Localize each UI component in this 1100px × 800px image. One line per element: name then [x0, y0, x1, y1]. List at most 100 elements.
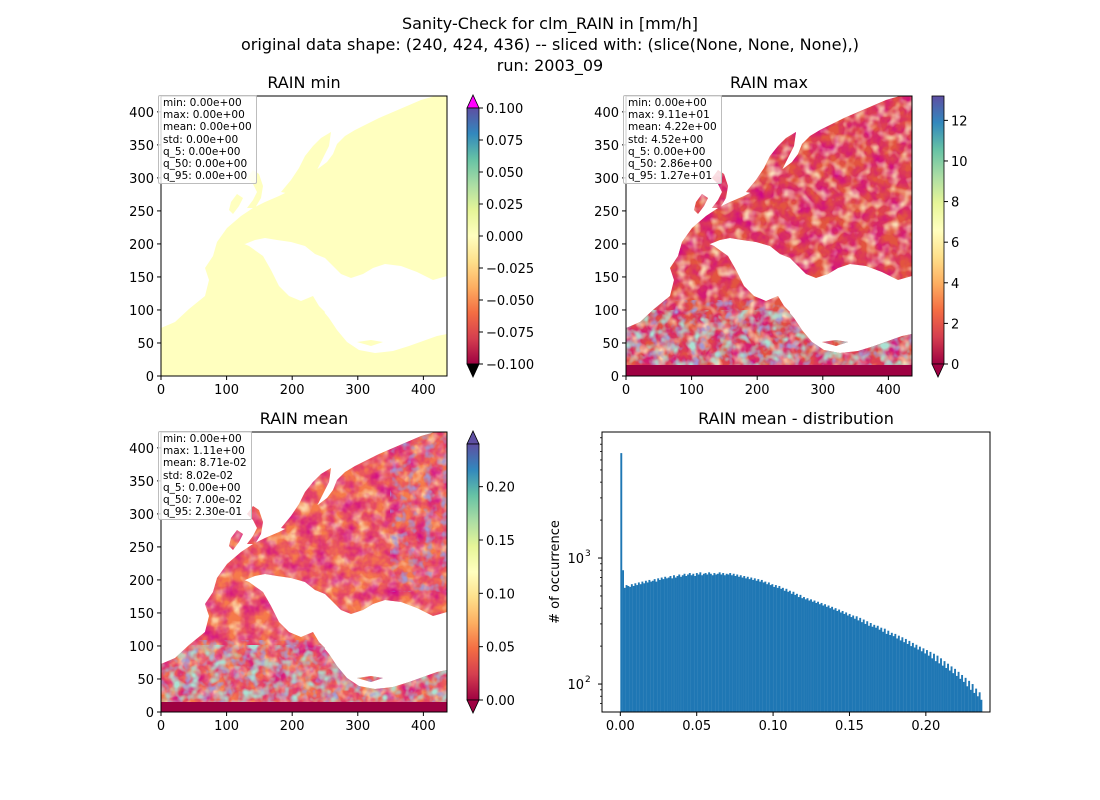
histogram-bar — [709, 573, 712, 712]
histogram-bar — [634, 583, 637, 712]
histogram-bar — [908, 640, 911, 712]
histogram-bar — [866, 621, 869, 712]
histogram-bar — [801, 598, 804, 712]
stat-q95: q_95: 0.00e+00 — [163, 170, 248, 183]
histogram-bar — [683, 573, 686, 712]
histogram-bar — [794, 594, 797, 712]
histogram-bar — [860, 622, 863, 712]
colorbar-tick-label: 0.20 — [486, 481, 515, 496]
histogram-bar — [676, 576, 679, 712]
colorbar: 0 2 4 6 8 10 12 — [931, 95, 968, 378]
histogram-bar — [925, 650, 928, 712]
histogram-bar — [680, 576, 682, 712]
colorbar-body — [466, 107, 480, 365]
stat-min: min: 0.00e+00 — [628, 97, 707, 109]
colorbar-over-extension — [466, 430, 480, 445]
histogram-bar — [971, 684, 974, 712]
axes-frame — [601, 431, 991, 713]
y-tick-label: 200 — [129, 238, 154, 253]
y-tick-label: 150 — [594, 271, 619, 286]
histogram-bar — [666, 578, 668, 712]
histogram-bar — [808, 600, 811, 712]
axes-frame — [160, 95, 448, 377]
histogram-bar — [806, 598, 809, 712]
histogram-bar — [743, 576, 746, 712]
histogram-bar — [766, 584, 769, 712]
colorbar-tick-label: 0.075 — [486, 134, 523, 149]
histogram-bar — [850, 617, 853, 712]
histogram-bar — [827, 605, 830, 712]
histogram-bar — [845, 612, 848, 712]
histogram-bar — [955, 675, 958, 712]
histogram-bar — [706, 574, 709, 712]
histogram-bar — [825, 606, 828, 712]
x-tick-label: 0 — [157, 383, 165, 398]
histogram-bar — [917, 649, 920, 712]
histogram-bar — [720, 574, 723, 712]
histogram-bar — [927, 655, 930, 712]
colorbar-tick-label: 0.05 — [486, 641, 515, 656]
colorbar-tick-label: −0.100 — [486, 358, 534, 373]
histogram-bar — [948, 670, 951, 712]
histogram-bar — [651, 580, 654, 712]
stat-q95: q_95: 1.27e+01 — [628, 170, 713, 183]
x-tick-label: 400 — [876, 383, 901, 398]
histogram-bar — [727, 574, 730, 712]
histogram-bar — [620, 453, 623, 712]
histogram-bar — [752, 579, 754, 712]
colorbar-body — [931, 95, 945, 365]
histogram-bar — [741, 577, 744, 712]
histogram-bar — [890, 632, 893, 712]
stat-min: min: 0.00e+00 — [163, 433, 242, 445]
histogram-bar — [776, 587, 779, 712]
colorbar-tick-label: 2 — [951, 317, 959, 332]
histogram-bar — [975, 688, 978, 712]
panel-title: RAIN max — [730, 73, 808, 92]
histogram-bar — [799, 594, 802, 712]
histogram-bar — [713, 573, 716, 712]
histogram-bar — [817, 601, 819, 712]
histogram-bar — [839, 612, 842, 712]
histogram-bar — [966, 686, 969, 712]
histogram-bar — [929, 651, 932, 712]
histogram-bar — [662, 579, 665, 712]
colorbar-tick-label: 0.100 — [486, 102, 523, 117]
x-tick-label: 400 — [411, 719, 436, 734]
histogram-bar — [846, 615, 849, 712]
histogram-bar — [646, 582, 649, 712]
histogram-bar — [785, 588, 788, 712]
y-tick-label: 0 — [146, 706, 154, 721]
histogram-bar — [832, 609, 835, 712]
stat-mean: mean: 4.22e+00 — [628, 121, 717, 134]
y-tick-label: 50 — [137, 673, 154, 688]
histogram-bar — [623, 587, 626, 712]
histogram-bar — [954, 668, 957, 712]
histogram-bar — [887, 630, 890, 712]
histogram-bar — [697, 574, 700, 712]
histogram-bar — [968, 680, 971, 712]
histogram-bar — [950, 666, 953, 712]
histogram-bar — [664, 576, 667, 712]
histogram-bar — [685, 576, 688, 712]
histogram-bar — [667, 577, 670, 712]
axis-ticks: 0 100 200 300 400 0 50 100 150 200 250 300 350 400 — [594, 106, 901, 398]
colorbar: −0.100 −0.075 −0.050 −0.025 0.000 0.025 0.050 0… — [466, 94, 534, 378]
histogram-bar — [911, 642, 914, 712]
histogram-bar — [810, 599, 812, 712]
histogram-bar — [648, 579, 651, 712]
colorbar-tick-label: 10 — [951, 155, 968, 170]
y-tick-label: 150 — [129, 271, 154, 286]
x-tick-label: 0 — [157, 719, 165, 734]
histogram-bar — [797, 597, 800, 712]
histogram-bar — [764, 581, 767, 712]
histogram-bar — [690, 575, 693, 712]
y-tick-label: 50 — [137, 337, 154, 352]
histogram-bar — [694, 576, 697, 712]
x-tick-label: 0 — [622, 383, 630, 398]
histogram-bar — [859, 617, 862, 712]
stat-q50: q_50: 7.00e-02 — [163, 494, 243, 507]
y-tick-label: 200 — [129, 574, 154, 589]
histogram-bar — [674, 577, 677, 712]
y-tick-label: 400 — [129, 442, 154, 457]
histogram-bar — [762, 582, 765, 712]
